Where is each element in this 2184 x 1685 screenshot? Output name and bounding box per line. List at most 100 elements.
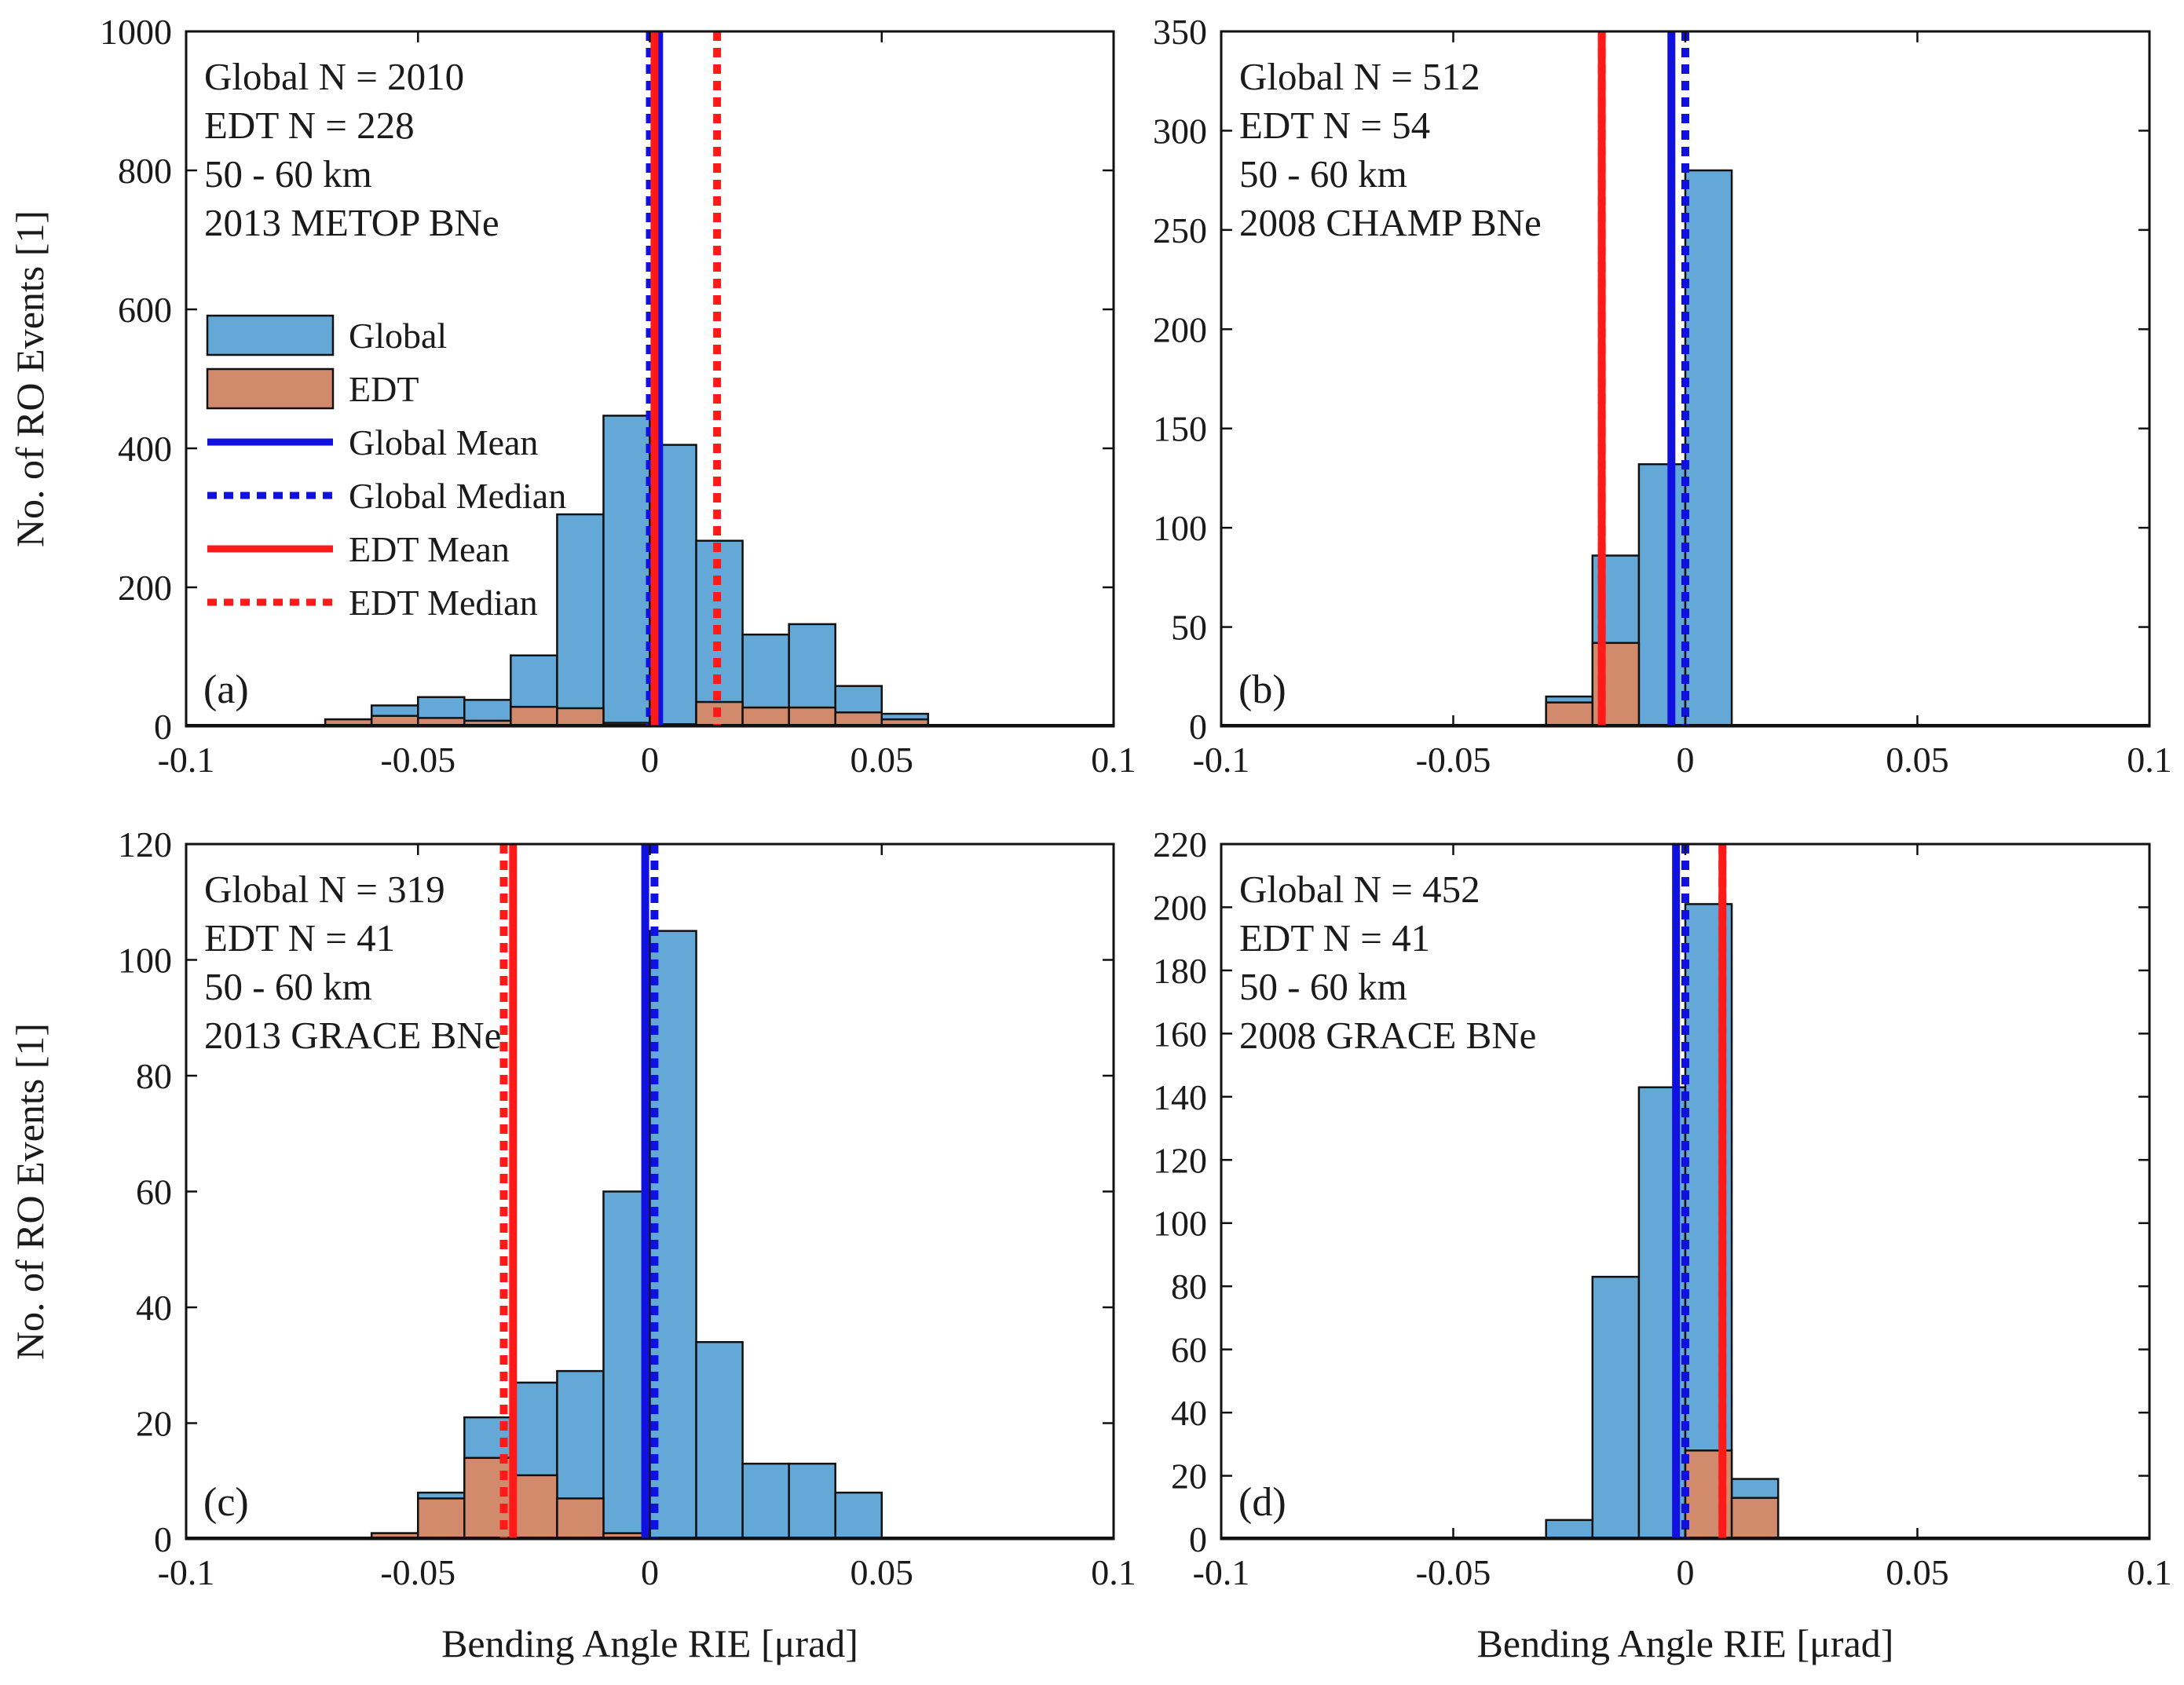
y-tick-label: 100 <box>1153 508 1207 548</box>
y-tick-label: 100 <box>1153 1204 1207 1244</box>
panel-d: -0.1 -0.05 0 0.05 0.1 0 20 40 60 80 100 120 140 160 18… <box>1153 824 2172 1665</box>
x-tick-label: -0.1 <box>158 740 215 780</box>
x-tick-label: 0.05 <box>1886 740 1949 780</box>
y-tick-label: 1000 <box>100 12 172 52</box>
legend-edt-swatch <box>206 367 335 410</box>
edt-bar <box>1545 701 1594 728</box>
x-axis-title: Bending Angle RIE [μrad] <box>1477 1621 1894 1665</box>
panel-label: (b) <box>1238 667 1286 712</box>
y-tick-label: 20 <box>136 1404 172 1444</box>
y-tick-label: 600 <box>118 290 172 330</box>
global-bar <box>602 415 651 728</box>
edt-bar <box>556 707 605 728</box>
panel-label: (a) <box>203 667 249 712</box>
global-bar <box>788 1462 836 1541</box>
y-tick-label: 40 <box>1171 1393 1207 1433</box>
x-tick-label: -0.1 <box>1193 1552 1250 1592</box>
edt-bar <box>556 1497 605 1541</box>
x-tick-label: -0.05 <box>380 740 455 780</box>
edt-bar <box>741 706 790 728</box>
legend-edt_mean-label: EDT Mean <box>349 529 510 569</box>
y-tick-label: 300 <box>1153 111 1207 151</box>
y-axis-title: No. of RO Events [1] <box>8 1023 52 1360</box>
y-tick-label: 50 <box>1171 608 1207 648</box>
x-tick-label: -0.1 <box>1193 740 1250 780</box>
x-tick-label: 0.1 <box>2127 1552 2172 1592</box>
annotation-line: EDT N = 41 <box>204 916 395 959</box>
legend: Global EDT Global Mean Global Median EDT Mea… <box>206 314 566 623</box>
y-tick-label: 200 <box>1153 887 1207 927</box>
y-tick-label: 200 <box>118 568 172 608</box>
global-bar <box>834 1491 883 1541</box>
global-bar <box>649 930 697 1541</box>
annotation-line: 2008 CHAMP BNe <box>1239 201 1542 244</box>
panel-b: -0.1 -0.05 0 0.05 0.1 0 50 100 150 200 250 300 350 Gl… <box>1153 12 2172 780</box>
y-tick-label: 150 <box>1153 409 1207 449</box>
y-tick-label: 20 <box>1171 1457 1207 1497</box>
global-bar <box>695 1341 744 1541</box>
x-tick-label: 0.1 <box>1091 1552 1136 1592</box>
y-tick-label: 80 <box>1171 1266 1207 1307</box>
panel-c: -0.1 -0.05 0 0.05 0.1 0 20 40 60 80 100 120 No. of R… <box>8 824 1136 1665</box>
x-tick-label: -0.05 <box>1416 1552 1491 1592</box>
panel-label: (d) <box>1238 1480 1286 1525</box>
annotation-line: EDT N = 228 <box>204 104 415 147</box>
annotation-line: Global N = 319 <box>204 868 445 911</box>
x-axis-title: Bending Angle RIE [μrad] <box>441 1621 858 1665</box>
edt-bar <box>510 705 558 728</box>
annotation-line: 50 - 60 km <box>204 965 372 1008</box>
legend-global_median-label: Global Median <box>349 476 566 516</box>
panel-a: -0.1 -0.05 0 0.05 0.1 0 200 400 600 800 1000 No. of… <box>8 12 1136 780</box>
y-tick-label: 0 <box>154 707 172 747</box>
x-tick-label: 0.05 <box>1886 1552 1949 1592</box>
x-tick-label: 0.05 <box>851 740 914 780</box>
x-tick-label: -0.05 <box>380 1552 455 1592</box>
edt-bar <box>417 1497 466 1541</box>
y-tick-label: 250 <box>1153 210 1207 250</box>
y-tick-label: 800 <box>118 151 172 191</box>
annotation-line: 50 - 60 km <box>1239 152 1407 196</box>
x-tick-label: 0 <box>641 1552 659 1592</box>
y-tick-label: 60 <box>136 1172 172 1212</box>
annotation-line: 50 - 60 km <box>1239 965 1407 1008</box>
annotation-line: EDT N = 54 <box>1239 104 1430 147</box>
legend-global-swatch <box>206 314 335 356</box>
legend-global_mean-label: Global Mean <box>349 422 538 462</box>
legend-edt_median-label: EDT Median <box>349 583 538 623</box>
y-tick-label: 40 <box>136 1288 172 1328</box>
x-tick-label: 0 <box>1677 740 1695 780</box>
y-tick-label: 160 <box>1153 1014 1207 1054</box>
y-tick-label: 140 <box>1153 1077 1207 1117</box>
global-bar <box>1637 462 1687 728</box>
x-tick-label: 0 <box>641 740 659 780</box>
annotation-line: 2013 METOP BNe <box>204 201 499 244</box>
y-tick-label: 120 <box>1153 1140 1207 1180</box>
global-bar <box>556 513 605 728</box>
x-tick-label: -0.1 <box>158 1552 215 1592</box>
global-bars <box>324 415 930 728</box>
y-tick-label: 400 <box>118 429 172 469</box>
global-bar <box>1545 1519 1594 1541</box>
y-tick-label: 0 <box>1189 707 1207 747</box>
y-axis-title: No. of RO Events [1] <box>8 210 52 547</box>
y-tick-label: 200 <box>1153 309 1207 349</box>
panel-label: (c) <box>203 1480 249 1525</box>
global-bars <box>1545 169 1733 728</box>
annotation-line: 2008 GRACE BNe <box>1239 1014 1536 1057</box>
annotation-line: Global N = 452 <box>1239 868 1480 911</box>
global-bar <box>1684 169 1733 728</box>
global-bar <box>741 1462 790 1541</box>
x-tick-label: 0 <box>1677 1552 1695 1592</box>
y-tick-label: 220 <box>1153 824 1207 864</box>
y-tick-label: 0 <box>154 1519 172 1559</box>
annotation-line: 2013 GRACE BNe <box>204 1014 501 1057</box>
y-tick-label: 0 <box>1189 1519 1207 1559</box>
x-tick-label: 0.1 <box>2127 740 2172 780</box>
annotation-line: 50 - 60 km <box>204 152 372 196</box>
x-tick-label: -0.05 <box>1416 740 1491 780</box>
x-tick-label: 0.05 <box>851 1552 914 1592</box>
edt-bar <box>1730 1497 1780 1541</box>
global-bar <box>1591 1275 1641 1541</box>
y-tick-label: 60 <box>1171 1330 1207 1370</box>
